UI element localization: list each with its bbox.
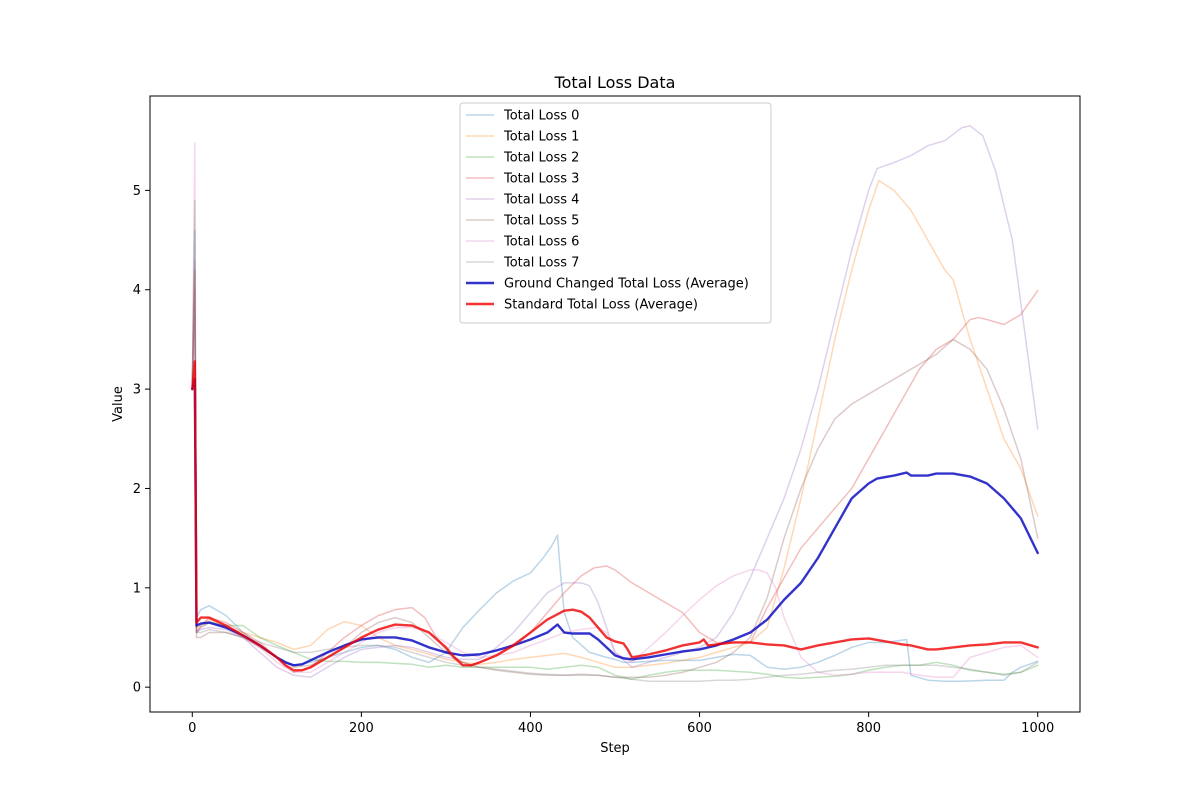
y-tick-label-5: 5 bbox=[133, 184, 141, 199]
legend-label-0: Total Loss 0 bbox=[503, 109, 579, 124]
legend-label-8: Ground Changed Total Loss (Average) bbox=[504, 277, 749, 292]
axes-layer: 0 200 400 600 800 1000 0 1 2 3 4 5 bbox=[133, 95, 1081, 736]
legend-label-6: Total Loss 6 bbox=[503, 235, 579, 250]
y-tick-label-3: 3 bbox=[133, 383, 141, 398]
y-tick-label-2: 2 bbox=[133, 482, 141, 497]
legend-label-5: Total Loss 5 bbox=[503, 214, 579, 229]
series-line-5 bbox=[191, 269, 1039, 678]
series-layer bbox=[191, 125, 1039, 682]
y-tick-label-1: 1 bbox=[133, 581, 141, 596]
legend-label-1: Total Loss 1 bbox=[503, 130, 579, 145]
plot-frame bbox=[149, 95, 1081, 713]
series-line-1 bbox=[191, 179, 1039, 669]
x-tick-label-5: 1000 bbox=[1021, 721, 1054, 736]
series-line-8 bbox=[191, 377, 1039, 667]
series-line-3 bbox=[191, 288, 1039, 674]
x-axis-label: Step bbox=[600, 741, 630, 756]
legend-label-2: Total Loss 2 bbox=[503, 151, 579, 166]
series-line-2 bbox=[191, 199, 1039, 680]
series-line-7 bbox=[191, 308, 1039, 682]
legend-label-3: Total Loss 3 bbox=[503, 172, 579, 187]
series-line-4 bbox=[191, 125, 1039, 678]
legend-label-7: Total Loss 7 bbox=[503, 256, 579, 271]
x-tick-label-2: 400 bbox=[518, 721, 543, 736]
legend: Total Loss 0 Total Loss 1 Total Loss 2 Tota… bbox=[459, 102, 772, 324]
x-tick-label-3: 600 bbox=[687, 721, 712, 736]
legend-box bbox=[459, 102, 772, 324]
series-line-9 bbox=[191, 360, 1039, 672]
x-tick-label-4: 800 bbox=[856, 721, 881, 736]
y-axis-label: Value bbox=[111, 386, 126, 422]
y-tick-label-4: 4 bbox=[133, 283, 141, 298]
x-tick-label-1: 200 bbox=[349, 721, 374, 736]
x-tick-label-0: 0 bbox=[188, 721, 196, 736]
legend-label-4: Total Loss 4 bbox=[503, 193, 579, 208]
series-line-6 bbox=[191, 141, 1039, 678]
chart-title: Total Loss Data bbox=[554, 73, 676, 92]
y-tick-label-0: 0 bbox=[133, 681, 141, 696]
legend-label-9: Standard Total Loss (Average) bbox=[504, 298, 698, 313]
